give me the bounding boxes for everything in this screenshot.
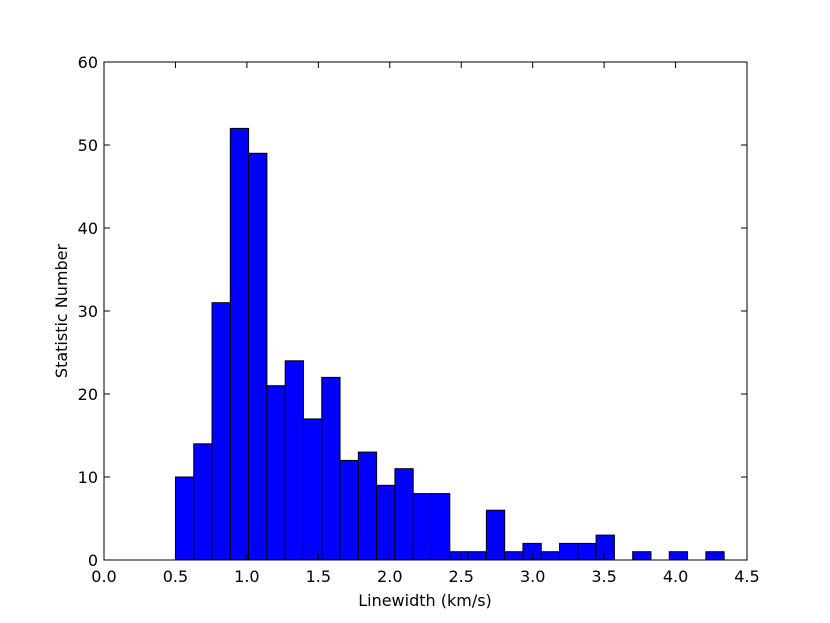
x-tick-label: 3.5: [591, 567, 616, 586]
x-tick-label: 1.5: [306, 567, 331, 586]
bar: [339, 459, 359, 561]
bar: [595, 534, 615, 561]
bar: [485, 509, 506, 561]
bar: [284, 360, 304, 561]
y-tick-label: 50: [78, 136, 98, 155]
bar: [376, 484, 396, 561]
bar: [248, 152, 268, 561]
y-tick-label: 40: [78, 219, 98, 238]
bar: [705, 551, 725, 561]
bar: [577, 542, 597, 561]
bar: [266, 385, 286, 561]
bar: [668, 551, 689, 561]
bar: [632, 551, 652, 561]
bar: [193, 443, 213, 561]
bar: [321, 376, 341, 561]
y-tick-label: 60: [78, 53, 98, 72]
bar: [449, 551, 469, 561]
y-axis-label: Statistic Number: [52, 244, 71, 379]
bar: [211, 302, 231, 561]
bar: [522, 542, 542, 561]
bar: [302, 418, 323, 561]
y-tick-label: 20: [78, 385, 98, 404]
bar: [394, 468, 414, 561]
bar: [174, 476, 195, 561]
bar: [229, 127, 250, 561]
bar: [540, 551, 561, 561]
x-tick-label: 0.5: [163, 567, 188, 586]
bar: [467, 551, 487, 561]
x-tick-label: 0.0: [91, 567, 116, 586]
bar: [504, 551, 524, 561]
x-tick-label: 4.0: [663, 567, 688, 586]
x-tick-label: 1.0: [234, 567, 259, 586]
y-tick-label: 30: [78, 302, 98, 321]
y-tick-label: 0: [88, 551, 98, 570]
bar: [431, 493, 451, 561]
bar: [357, 451, 378, 561]
bar: [559, 542, 579, 561]
x-axis-label: Linewidth (km/s): [358, 591, 492, 610]
x-tick-label: 3.0: [520, 567, 545, 586]
x-tick-label: 2.0: [377, 567, 402, 586]
x-tick-label: 2.5: [448, 567, 473, 586]
bar: [412, 493, 433, 561]
y-tick-label: 10: [78, 468, 98, 487]
x-tick-label: 4.5: [734, 567, 759, 586]
